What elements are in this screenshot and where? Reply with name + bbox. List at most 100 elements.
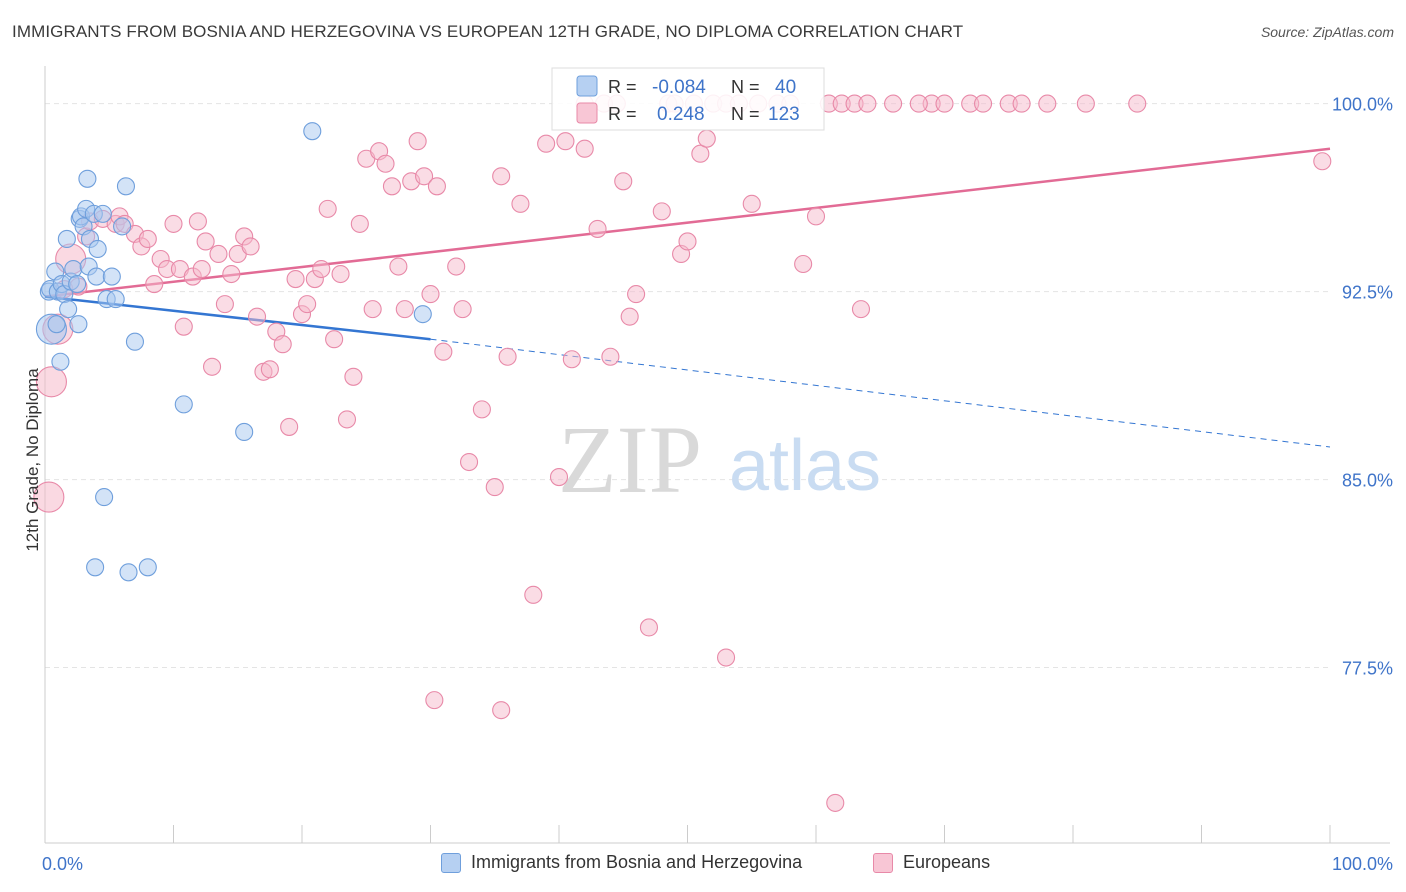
legend-n-value-pink: 123 — [768, 104, 800, 125]
europeans-point-63 — [459, 452, 479, 472]
europeans-point-89 — [1076, 94, 1095, 113]
europeans-point-64 — [472, 400, 491, 419]
bosnia-point-25 — [88, 239, 107, 259]
europeans-point-59 — [421, 285, 440, 304]
europeans-point-53 — [382, 177, 402, 196]
europeans-point-117 — [909, 94, 928, 113]
bosnia-point-32 — [116, 177, 136, 196]
europeans-point-34 — [260, 360, 279, 379]
y-tick-labels: 100.0% 92.5% 85.0% 77.5% — [1332, 95, 1393, 679]
europeans-point-61 — [447, 257, 466, 276]
bosnia-point-24 — [87, 267, 106, 286]
europeans-point-98 — [425, 691, 444, 710]
legend-item-europeans[interactable]: Europeans — [873, 852, 990, 873]
europeans-point-57 — [408, 132, 427, 151]
europeans-point-86 — [851, 300, 871, 319]
legend-r-value-pink: 0.248 — [657, 104, 705, 125]
europeans-point-91 — [1313, 152, 1332, 171]
europeans-point-60 — [434, 342, 453, 361]
trend-lines — [44, 147, 1331, 448]
europeans-point-72 — [562, 350, 581, 369]
bosnia-point-38 — [303, 122, 322, 141]
europeans-point-28 — [222, 264, 241, 284]
legend-label-europeans: Europeans — [903, 852, 991, 872]
bosnia-point-27 — [95, 488, 114, 507]
bosnia-point-34 — [125, 332, 144, 351]
trend-line-europeans — [44, 147, 1331, 298]
europeans-point-92 — [427, 177, 446, 196]
legend-swatch-blue — [576, 75, 598, 97]
europeans-point-82 — [697, 129, 716, 148]
bosnia-point-23 — [86, 558, 105, 577]
europeans-point-93 — [537, 134, 556, 153]
europeans-point-97 — [806, 207, 826, 226]
europeans-point-45 — [331, 264, 350, 284]
europeans-point-115 — [858, 94, 877, 113]
europeans-point-58 — [415, 167, 434, 186]
europeans-point-36 — [273, 335, 292, 354]
europeans-point-85 — [826, 793, 845, 812]
europeans-point-43 — [318, 199, 337, 218]
bosnia-point-33 — [119, 563, 138, 582]
europeans-point-27 — [215, 295, 234, 314]
bosnia-point-35 — [138, 558, 157, 577]
europeans-point-79 — [652, 202, 671, 221]
europeans-point-76 — [620, 307, 639, 326]
europeans-point-122 — [1038, 94, 1057, 113]
europeans-point-74 — [601, 347, 620, 366]
y-tick-label-1: 92.5% — [1342, 283, 1393, 303]
europeans-point-46 — [337, 410, 357, 429]
europeans-point-81 — [691, 144, 710, 163]
europeans-point-44 — [325, 330, 344, 349]
europeans-point-84 — [794, 254, 813, 274]
bosnia-point-29 — [102, 267, 121, 286]
europeans-point-15 — [145, 275, 164, 294]
y-axis-label: 12th Grade, No Diploma — [23, 368, 42, 552]
bosnia-point-37 — [235, 422, 254, 441]
europeans-point-95 — [678, 232, 697, 251]
europeans-point-47 — [344, 367, 363, 386]
x-tick-label-1: 100.0% — [1332, 854, 1393, 874]
europeans-point-90 — [1128, 94, 1147, 113]
europeans-point-94 — [588, 219, 607, 238]
x-tick-labels: 0.0% 100.0% — [42, 854, 1393, 874]
legend-swatch-pink — [576, 102, 598, 124]
series-europeans — [33, 94, 1332, 812]
europeans-point-62 — [453, 300, 472, 319]
europeans-point-22 — [188, 212, 207, 231]
europeans-point-38 — [286, 269, 305, 289]
legend-n-value-blue: 40 — [775, 77, 796, 98]
europeans-point-0 — [33, 481, 65, 513]
europeans-point-116 — [884, 94, 903, 113]
bosnia-point-30 — [106, 290, 125, 309]
source-label: Source: ZipAtlas.com — [1260, 24, 1394, 40]
legend-label-bosnia: Immigrants from Bosnia and Herzegovina — [471, 852, 803, 872]
europeans-point-20 — [174, 317, 193, 336]
europeans-point-18 — [164, 214, 183, 233]
europeans-point-54 — [389, 257, 408, 276]
europeans-point-55 — [395, 300, 414, 319]
europeans-point-32 — [247, 307, 267, 326]
y-tick-label-2: 85.0% — [1342, 471, 1393, 491]
europeans-point-50 — [363, 300, 382, 319]
bosnia-point-39 — [413, 305, 432, 324]
legend-swatch-europeans — [873, 852, 893, 873]
legend-item-bosnia[interactable]: Immigrants from Bosnia and Herzegovina — [441, 852, 802, 873]
bosnia-point-31 — [113, 217, 132, 236]
europeans-point-40 — [298, 295, 317, 314]
legend-r-label-blue: R = — [608, 77, 637, 97]
europeans-point-75 — [614, 172, 633, 191]
legend-n-label-pink: N = — [731, 104, 760, 124]
europeans-point-66 — [492, 167, 511, 186]
europeans-point-99 — [492, 701, 511, 720]
europeans-point-37 — [280, 417, 299, 436]
y-tick-label-3: 77.5% — [1342, 659, 1393, 679]
bosnia-point-10 — [59, 300, 78, 319]
europeans-point-24 — [196, 232, 215, 251]
europeans-point-71 — [556, 132, 575, 151]
europeans-point-121 — [1012, 94, 1031, 113]
trend-line-bosnia-extension — [430, 338, 1331, 448]
europeans-point-14 — [138, 229, 157, 248]
y-tick-label-0: 100.0% — [1332, 95, 1393, 115]
